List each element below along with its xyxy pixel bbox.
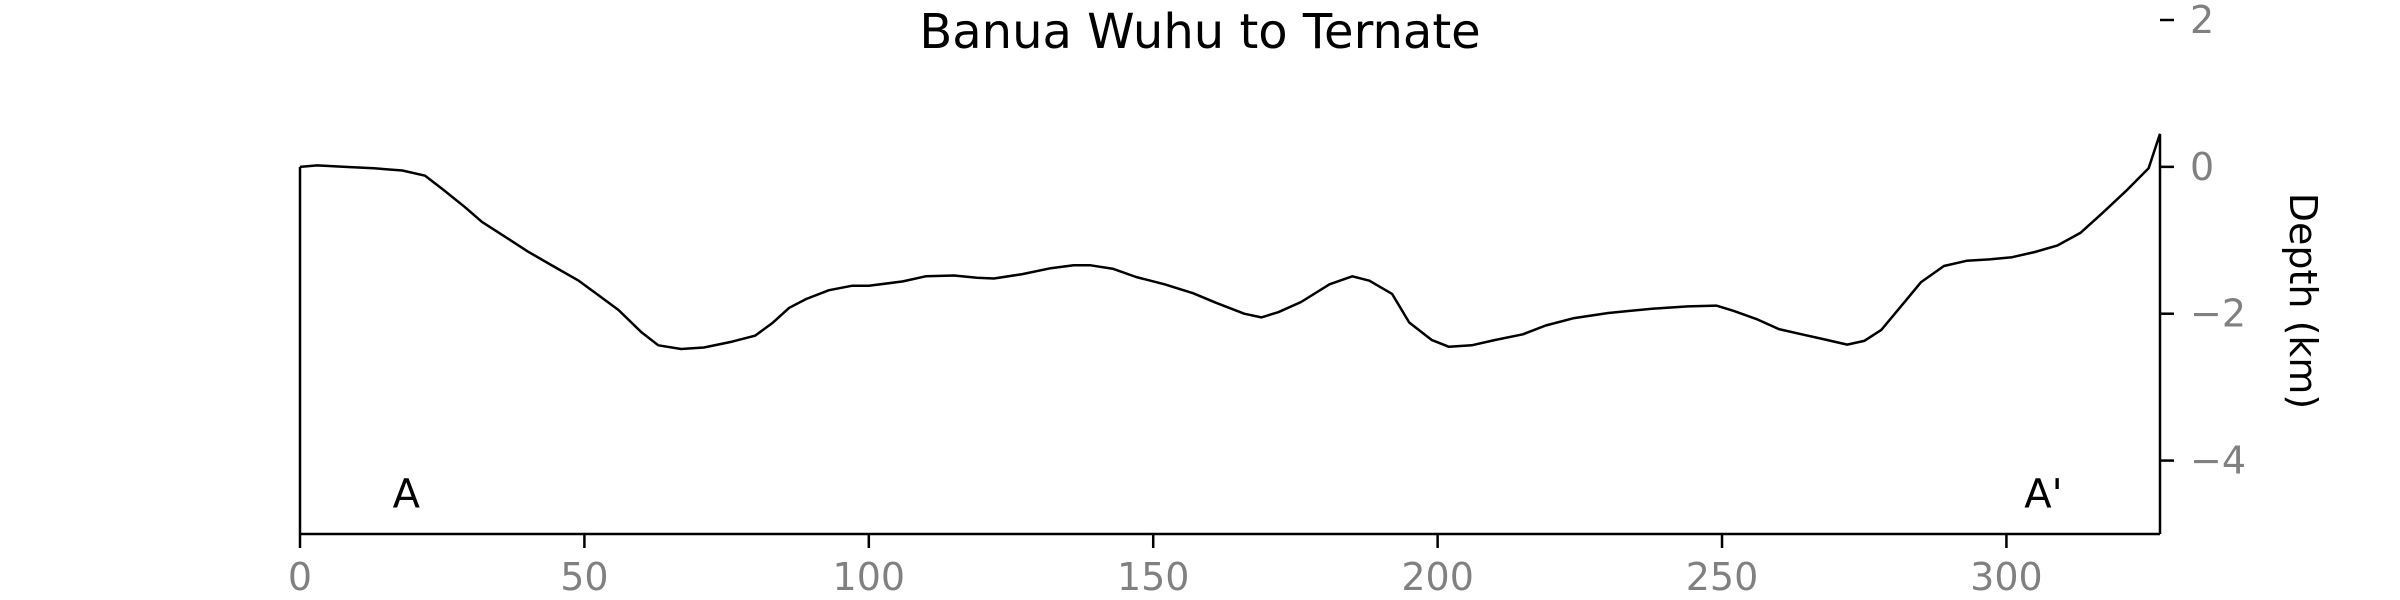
x-tick-label: 0 bbox=[288, 555, 312, 599]
annotation-label: A' bbox=[2024, 472, 2062, 518]
y-tick-label: 2 bbox=[2190, 0, 2214, 42]
x-tick-label: 250 bbox=[1686, 555, 1759, 599]
y-tick-label: −4 bbox=[2190, 439, 2246, 483]
y-axis-title: Depth (km) bbox=[2281, 193, 2325, 410]
axes bbox=[298, 133, 2162, 536]
series-group bbox=[299, 133, 2162, 351]
y-tick-label: 0 bbox=[2190, 145, 2214, 189]
x-axis-ticks: 0 50 100 150 200 250 300 bbox=[288, 534, 2043, 599]
chart-title: Banua Wuhu to Ternate bbox=[919, 4, 1480, 60]
y-tick-label: −2 bbox=[2190, 292, 2246, 336]
x-tick-label: 200 bbox=[1401, 555, 1474, 599]
annotations: A A' bbox=[393, 472, 2063, 518]
x-tick-label: 300 bbox=[1970, 555, 2043, 599]
y-axis-ticks: 2 0 −2 −4 bbox=[2160, 0, 2246, 483]
x-tick-label: 150 bbox=[1117, 555, 1190, 599]
depth-profile-line bbox=[299, 133, 2162, 351]
annotation-label: A bbox=[393, 472, 421, 518]
x-tick-label: 100 bbox=[833, 555, 906, 599]
x-tick-label: 50 bbox=[560, 555, 608, 599]
